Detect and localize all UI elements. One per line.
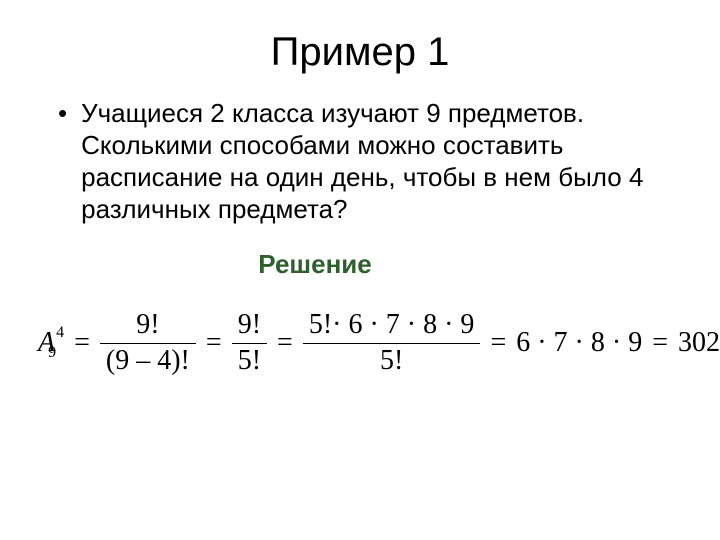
- solution-heading: Решение: [0, 249, 670, 280]
- frac1-den: (9 – 4)!: [100, 344, 196, 379]
- fraction-3: 5!· 6 · 7 · 8 · 9 5!: [303, 308, 481, 379]
- problem-text: Учащиеся 2 класса изучают 9 предметов. С…: [81, 97, 670, 225]
- page-title: Пример 1: [50, 30, 670, 75]
- fraction-1: 9! (9 – 4)!: [100, 308, 196, 379]
- rhs-product: 6 · 7 · 8 · 9: [516, 327, 642, 359]
- formula-lhs: A 4 9: [38, 327, 64, 361]
- subscript: 9: [48, 347, 64, 360]
- problem-row: • Учащиеся 2 класса изучают 9 предметов.…: [58, 97, 670, 225]
- fraction-2: 9! 5!: [232, 308, 267, 379]
- equals-4: =: [490, 327, 506, 359]
- superscript: 4: [56, 327, 64, 340]
- equals-1: =: [74, 327, 90, 359]
- frac2-num: 9!: [232, 308, 267, 343]
- equals-2: =: [206, 327, 222, 359]
- frac1-num: 9!: [130, 308, 165, 343]
- frac3-num: 5!· 6 · 7 · 8 · 9: [303, 308, 481, 343]
- equals-3: =: [277, 327, 293, 359]
- result: 3024: [678, 327, 720, 359]
- formula: A 4 9 = 9! (9 – 4)! = 9! 5! = 5!· 6 · 7 …: [38, 308, 670, 379]
- frac2-den: 5!: [232, 344, 267, 379]
- bullet-icon: •: [58, 97, 67, 129]
- formula-block: A 4 9 = 9! (9 – 4)! = 9! 5! = 5!· 6 · 7 …: [38, 308, 670, 379]
- frac3-den: 5!: [374, 344, 409, 379]
- equals-5: =: [652, 327, 668, 359]
